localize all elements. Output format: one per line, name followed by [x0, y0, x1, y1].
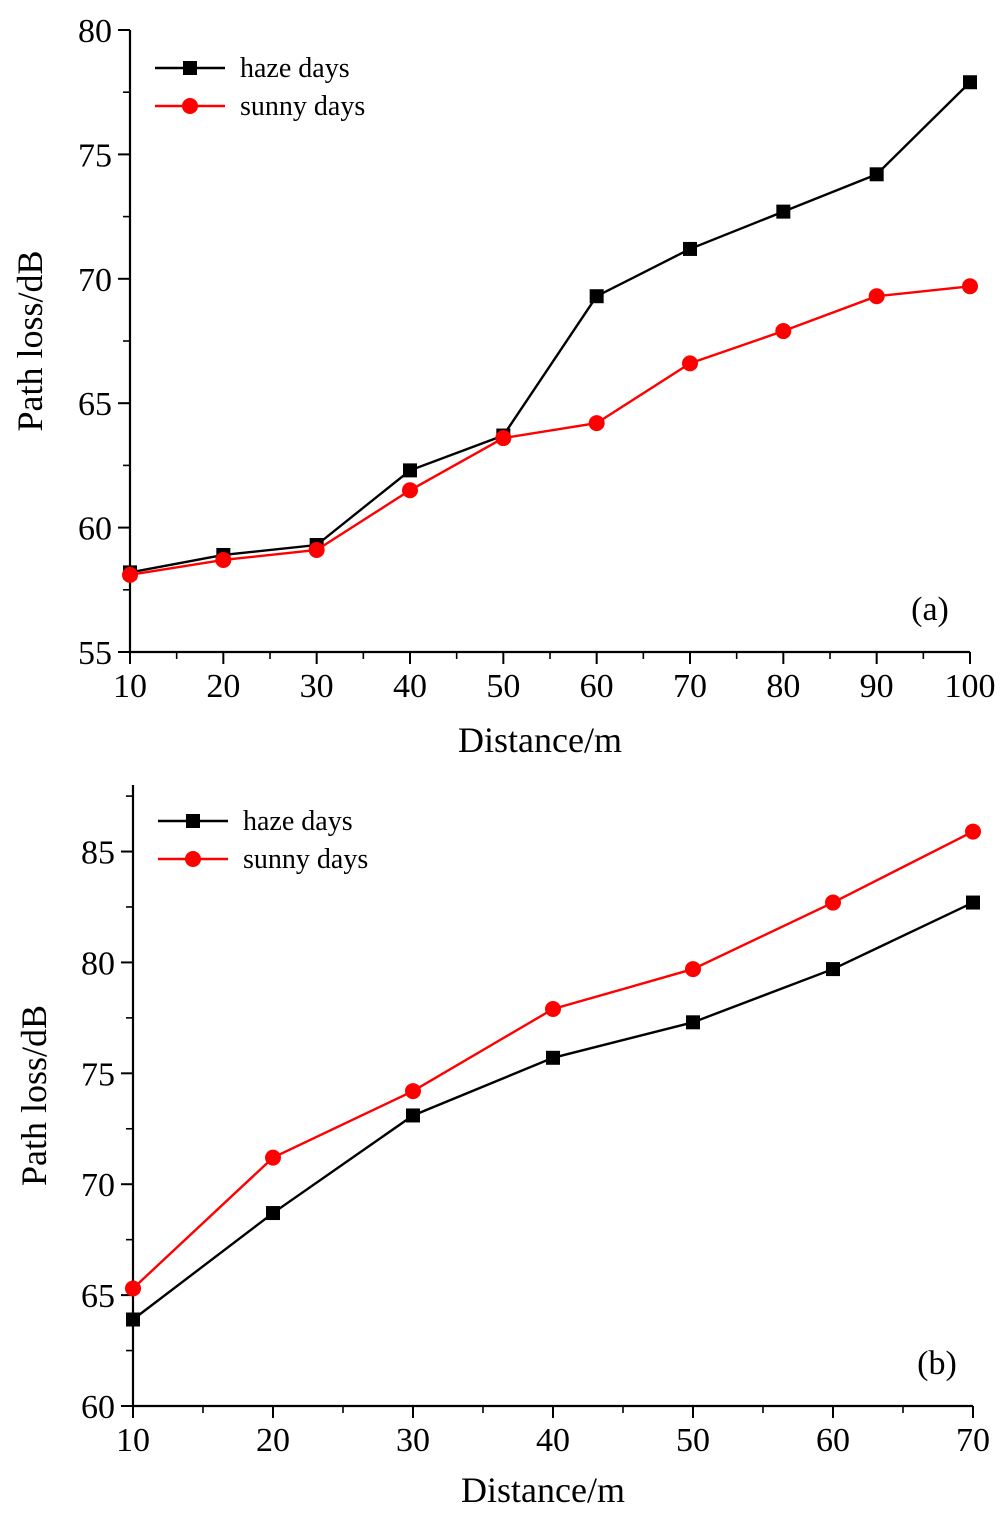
legend-label: haze days	[243, 806, 353, 837]
data-point-circle	[495, 430, 512, 447]
x-axis-title: Distance/m	[461, 1470, 625, 1510]
legend-marker-circle	[185, 851, 201, 867]
data-point-circle	[825, 894, 841, 911]
y-tick-label: 55	[78, 635, 112, 672]
x-tick-label: 40	[536, 1422, 570, 1459]
series-sunny-days	[125, 823, 981, 1297]
data-point-circle	[125, 1280, 141, 1297]
data-point-circle	[215, 551, 232, 568]
x-tick-label: 10	[116, 1422, 150, 1459]
data-point-circle	[545, 1001, 561, 1018]
data-point-square	[126, 1312, 140, 1327]
data-point-square	[406, 1108, 420, 1123]
y-tick-label: 75	[78, 137, 112, 174]
legend-label: sunny days	[240, 91, 365, 122]
y-tick-label: 85	[81, 835, 115, 872]
legend-marker-square	[186, 814, 200, 828]
x-tick-label: 100	[945, 668, 996, 705]
data-point-square	[683, 241, 697, 256]
x-tick-label: 20	[206, 668, 240, 705]
data-point-circle	[402, 482, 418, 499]
x-tick-label: 90	[860, 668, 894, 705]
legend: haze days sunny days	[158, 806, 368, 875]
data-point-circle	[122, 566, 138, 583]
data-point-square	[826, 962, 840, 977]
data-point-circle	[965, 823, 981, 840]
data-point-square	[966, 895, 980, 910]
panel-label: (a)	[911, 591, 949, 628]
series-sunny-days	[122, 278, 978, 583]
data-point-square	[963, 75, 977, 90]
x-tick-label: 30	[396, 1422, 430, 1459]
data-point-circle	[405, 1083, 421, 1100]
y-tick-label: 80	[81, 945, 115, 982]
y-tick-label: 60	[81, 1389, 115, 1426]
x-tick-label: 70	[673, 668, 707, 705]
data-point-square	[589, 289, 604, 304]
data-point-circle	[265, 1149, 281, 1166]
legend-marker-square	[183, 61, 197, 75]
legend-label: haze days	[240, 53, 350, 84]
data-point-square	[776, 204, 791, 219]
data-point-circle	[685, 961, 701, 978]
x-tick-label: 60	[580, 668, 614, 705]
panel-label: (b)	[917, 1345, 957, 1382]
chart-panel-b: 60 65 70 75 80 85 10 20 30 40 50 60 70 Distance/m Path…	[14, 785, 990, 1510]
data-point-circle	[775, 323, 792, 340]
data-point-square	[546, 1050, 560, 1065]
x-tick-label: 80	[766, 668, 800, 705]
y-tick-label: 65	[81, 1278, 115, 1315]
data-point-circle	[868, 288, 885, 305]
y-tick-label: 60	[78, 511, 112, 548]
y-axis-title: Path loss/dB	[14, 1005, 54, 1186]
y-axis-title: Path loss/dB	[10, 250, 50, 431]
x-tick-label: 50	[486, 668, 520, 705]
series-haze-days	[123, 75, 977, 580]
x-tick-label: 70	[956, 1422, 990, 1459]
legend-marker-circle	[182, 98, 198, 114]
data-point-square	[266, 1206, 280, 1221]
data-point-square	[869, 167, 884, 182]
x-tick-label: 10	[113, 668, 147, 705]
y-tick-label: 70	[81, 1167, 115, 1204]
x-tick-label: 40	[393, 668, 427, 705]
x-tick-label: 60	[816, 1422, 850, 1459]
series-haze-days	[126, 895, 980, 1327]
data-point-circle	[962, 278, 978, 295]
y-tick-label: 75	[81, 1056, 115, 1093]
legend: haze days sunny days	[155, 53, 365, 122]
y-tick-label: 70	[78, 262, 112, 299]
chart-panel-a: 55 60 65 70 75 80 10 20 30 40 50 60 70 80 90 100 Distanc…	[10, 13, 996, 760]
data-point-circle	[588, 415, 605, 432]
data-point-square	[403, 463, 417, 478]
x-tick-label: 30	[300, 668, 334, 705]
data-point-circle	[308, 541, 325, 558]
y-tick-label: 80	[78, 13, 112, 50]
series-line	[132, 901, 974, 1321]
x-tick-label: 20	[256, 1422, 290, 1459]
legend-label: sunny days	[243, 844, 368, 875]
series-line	[129, 285, 971, 577]
x-axis-title: Distance/m	[458, 720, 622, 760]
data-point-circle	[682, 355, 698, 372]
data-point-square	[686, 1015, 700, 1030]
y-tick-label: 65	[78, 386, 112, 423]
series-line	[129, 81, 971, 574]
x-tick-label: 50	[676, 1422, 710, 1459]
